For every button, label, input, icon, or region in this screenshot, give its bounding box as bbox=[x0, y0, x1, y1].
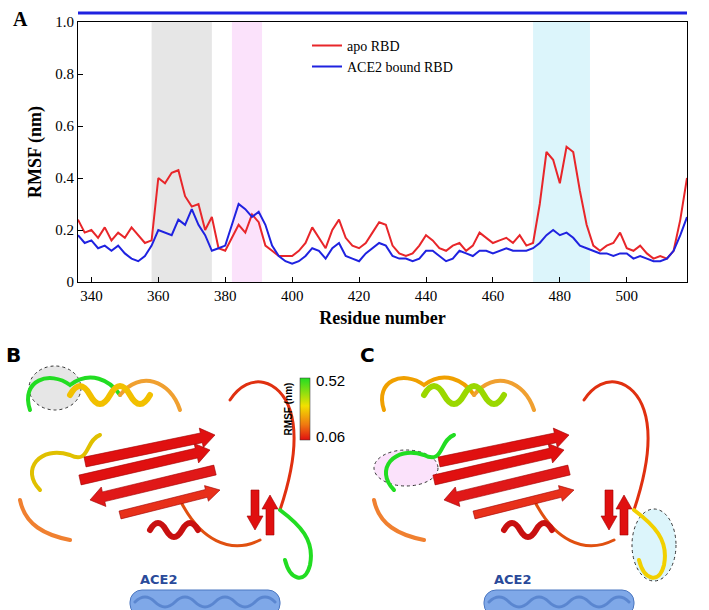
svg-text:C: C bbox=[360, 343, 375, 367]
svg-text:460: 460 bbox=[482, 288, 505, 304]
svg-text:340: 340 bbox=[80, 288, 103, 304]
svg-text:360: 360 bbox=[147, 288, 170, 304]
svg-text:RMSF (nm): RMSF (nm) bbox=[283, 383, 294, 436]
svg-text:apo RBD: apo RBD bbox=[347, 39, 400, 54]
svg-text:380: 380 bbox=[214, 288, 237, 304]
svg-text:0.52: 0.52 bbox=[316, 372, 345, 389]
svg-text:480: 480 bbox=[549, 288, 572, 304]
svg-text:RMSF (nm): RMSF (nm) bbox=[25, 106, 46, 198]
svg-text:0.8: 0.8 bbox=[55, 66, 74, 82]
svg-text:A: A bbox=[13, 8, 28, 30]
svg-text:ACE2 bound RBD: ACE2 bound RBD bbox=[347, 60, 453, 75]
svg-text:B: B bbox=[6, 343, 21, 367]
svg-text:0.2: 0.2 bbox=[55, 222, 74, 238]
svg-text:420: 420 bbox=[348, 288, 371, 304]
svg-text:Residue number: Residue number bbox=[319, 308, 446, 328]
svg-text:400: 400 bbox=[281, 288, 304, 304]
svg-text:440: 440 bbox=[415, 288, 438, 304]
svg-text:0: 0 bbox=[66, 274, 74, 290]
svg-text:0.6: 0.6 bbox=[55, 118, 74, 134]
svg-text:ACE2: ACE2 bbox=[140, 572, 178, 587]
svg-text:1.0: 1.0 bbox=[55, 14, 74, 30]
svg-text:0.4: 0.4 bbox=[55, 170, 74, 186]
svg-text:500: 500 bbox=[616, 288, 639, 304]
svg-text:ACE2: ACE2 bbox=[494, 572, 532, 587]
svg-text:0.06: 0.06 bbox=[316, 428, 345, 445]
